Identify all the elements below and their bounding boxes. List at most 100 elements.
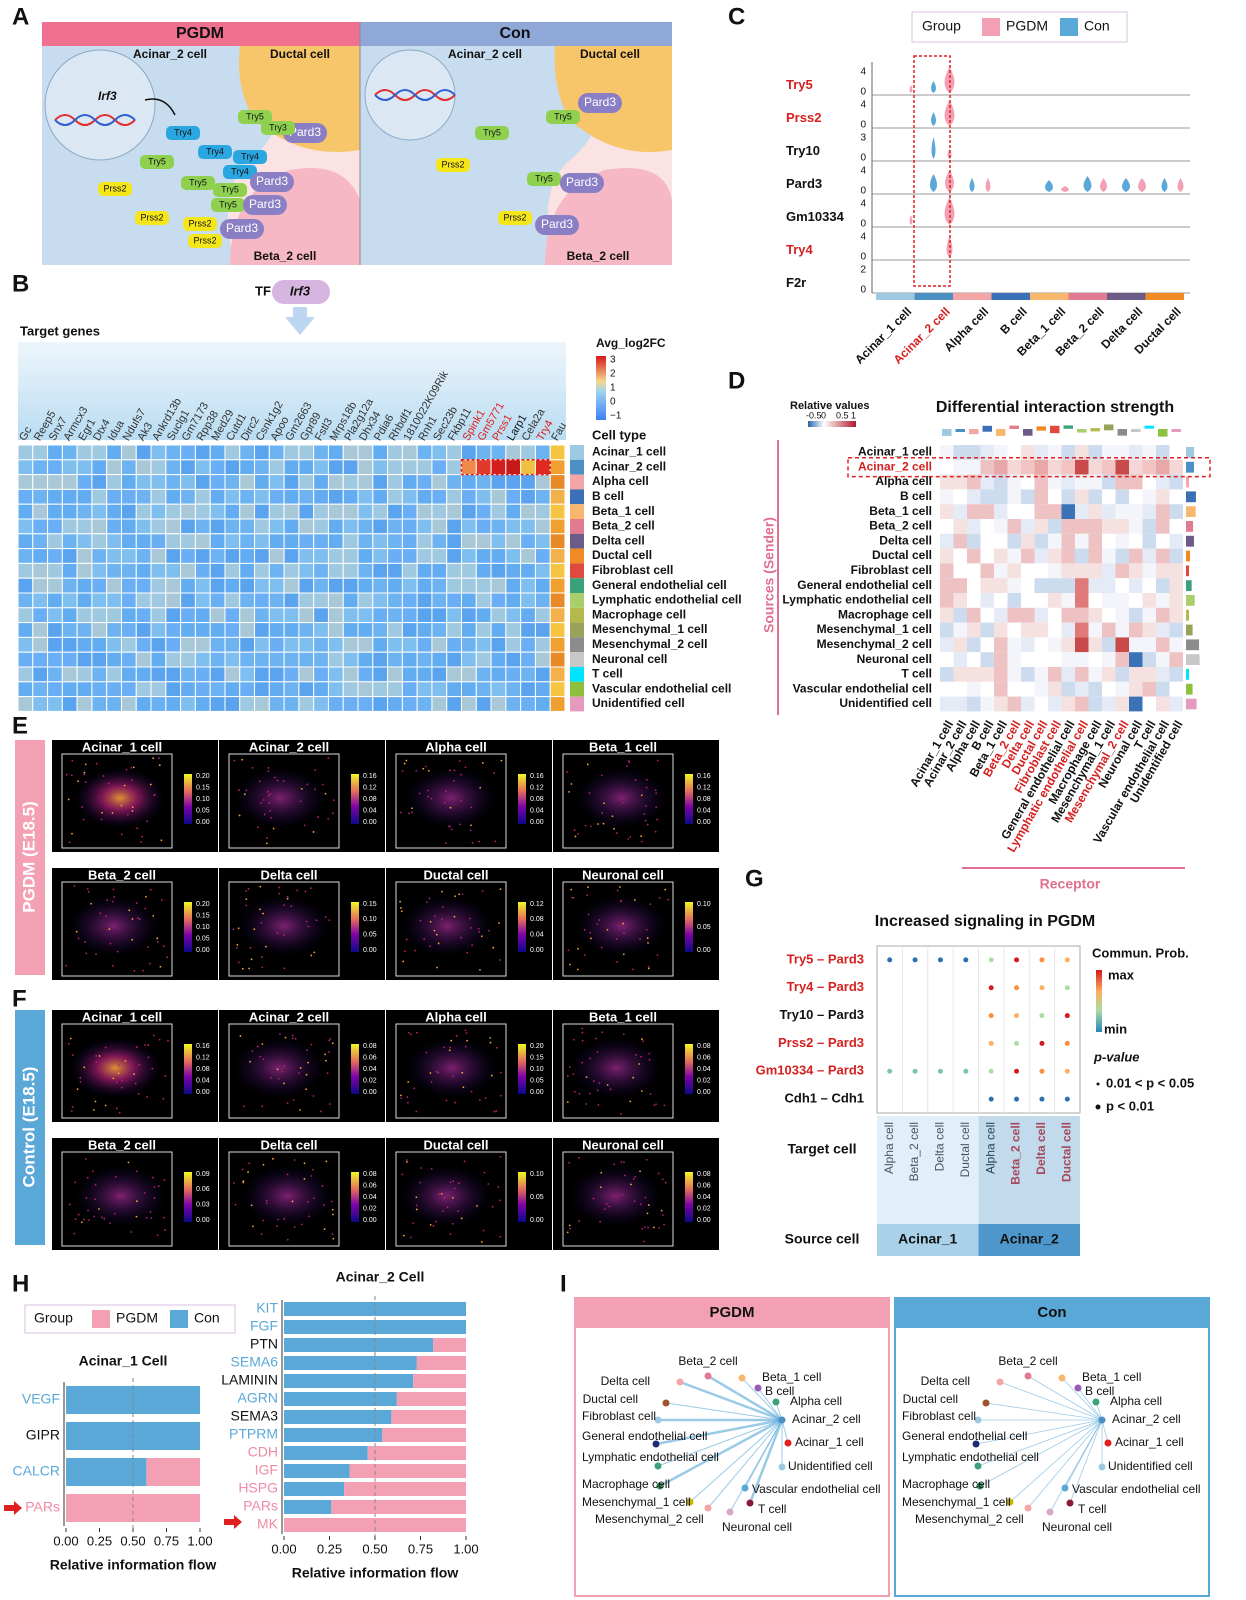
- heatmap-cell: [327, 562, 344, 579]
- label: Prss2: [188, 218, 211, 228]
- colorbar: [518, 1172, 526, 1222]
- expression-dot: [265, 1199, 268, 1202]
- heatmap-cell: [165, 622, 182, 638]
- heatmap-cell: [387, 681, 403, 698]
- heatmap-cell: [416, 651, 433, 668]
- expression-dot: [598, 919, 601, 921]
- heatmap-cell: [61, 622, 78, 638]
- heatmap-cell: [180, 607, 196, 624]
- interaction-cell: [1142, 681, 1156, 697]
- interaction-cell: [1102, 519, 1116, 534]
- heatmap-cell: [239, 518, 256, 535]
- expression-dot: [245, 890, 247, 892]
- label: Commun. Prob.: [1092, 945, 1189, 960]
- expression-dot: [290, 905, 293, 907]
- expression-dot: [145, 1216, 148, 1219]
- label: Differential interaction strength: [936, 399, 1174, 416]
- interaction-cell: [1115, 548, 1129, 564]
- interaction-cell: [1007, 578, 1021, 593]
- heatmap-cell: [268, 666, 285, 683]
- heatmap-cell: [47, 474, 63, 490]
- interaction-cell: [1061, 519, 1075, 534]
- beta-bg: [230, 168, 360, 265]
- label: Delta cell: [1034, 1122, 1048, 1175]
- violin: [1061, 186, 1069, 192]
- violin: [909, 85, 913, 93]
- interaction-cell: [953, 504, 967, 519]
- expression-dot: [657, 1172, 660, 1175]
- heatmap-cell: [520, 444, 536, 461]
- map-frame: [61, 1023, 173, 1119]
- expression-dot: [136, 827, 139, 830]
- heatmap-cell: [520, 577, 536, 594]
- interaction-cell: [994, 563, 1008, 579]
- expression-dot: [627, 837, 630, 840]
- expression-dot: [586, 763, 589, 766]
- expression-dot: [576, 968, 579, 971]
- interaction-cell: [953, 696, 967, 712]
- expression-dot: [440, 918, 443, 921]
- interaction-cell: [1115, 474, 1129, 490]
- interaction-cell: [980, 667, 994, 682]
- expression-dot: [117, 1064, 120, 1066]
- heatmap-cell: [150, 622, 167, 638]
- expression-dot: [321, 783, 324, 786]
- expression-dot: [261, 1105, 264, 1108]
- heatmap-cell: [61, 636, 78, 653]
- expression-dot: [237, 927, 240, 930]
- heatmap-cell: [372, 518, 389, 535]
- interaction-cell: [994, 489, 1008, 505]
- label: Lymphatic endothelial cell: [582, 1450, 719, 1464]
- expression-dot: [400, 907, 402, 909]
- expression-dot: [79, 1080, 82, 1083]
- node: [741, 1484, 749, 1492]
- label: Try5: [535, 173, 553, 183]
- heatmap-cell: [520, 548, 536, 564]
- expression-dot: [326, 1072, 329, 1075]
- expression-dot: [667, 898, 670, 901]
- heatmap-cell: [431, 696, 448, 712]
- heatmap-cell: [416, 548, 433, 564]
- label: 0.04: [363, 807, 377, 814]
- expression-dot: [135, 1170, 138, 1173]
- map-frame: [562, 1023, 674, 1119]
- interaction-cell: [1021, 563, 1035, 579]
- expression-dot: [130, 766, 133, 769]
- heatmap-cell: [180, 636, 196, 653]
- heatmap-cell: [549, 503, 566, 520]
- heatmap-cell: [298, 548, 315, 564]
- label: Try5: [219, 199, 237, 209]
- expression-dot: [413, 1087, 416, 1090]
- heatmap-cell: [106, 444, 122, 461]
- violin: [909, 215, 913, 225]
- label: 0.16: [697, 773, 711, 780]
- heatmap-cell: [283, 651, 300, 668]
- colorbar: [351, 902, 359, 952]
- heatmap-cell: [313, 696, 329, 712]
- heatmap-cell: [342, 577, 359, 594]
- label: 0.08: [530, 796, 544, 803]
- expression-dot: [278, 886, 280, 889]
- expression-dot: [249, 946, 252, 949]
- nucleus: [44, 49, 156, 161]
- label: Pard3: [226, 221, 258, 235]
- expression-dot: [232, 1182, 235, 1184]
- label: 4: [860, 199, 866, 210]
- interaction-cell: [1034, 519, 1048, 534]
- bar-pgdm: [284, 1518, 466, 1532]
- heatmap-cell: [490, 607, 507, 624]
- heatmap-cell: [298, 503, 315, 520]
- heatmap-cell: [446, 562, 463, 579]
- comm-dot: [887, 957, 893, 963]
- expression-dot: [167, 1039, 169, 1042]
- edge: [781, 1419, 789, 1444]
- heatmap-cell: [165, 518, 182, 535]
- expression-dot: [645, 786, 648, 789]
- expression-dot: [415, 1208, 418, 1211]
- expression-dot: [120, 833, 123, 836]
- side-bar: [1186, 565, 1189, 577]
- heatmap-cell: [431, 444, 448, 461]
- heatmap-cell: [47, 562, 63, 579]
- heatmap-cell: [194, 533, 211, 550]
- heatmap-cell: [239, 444, 256, 461]
